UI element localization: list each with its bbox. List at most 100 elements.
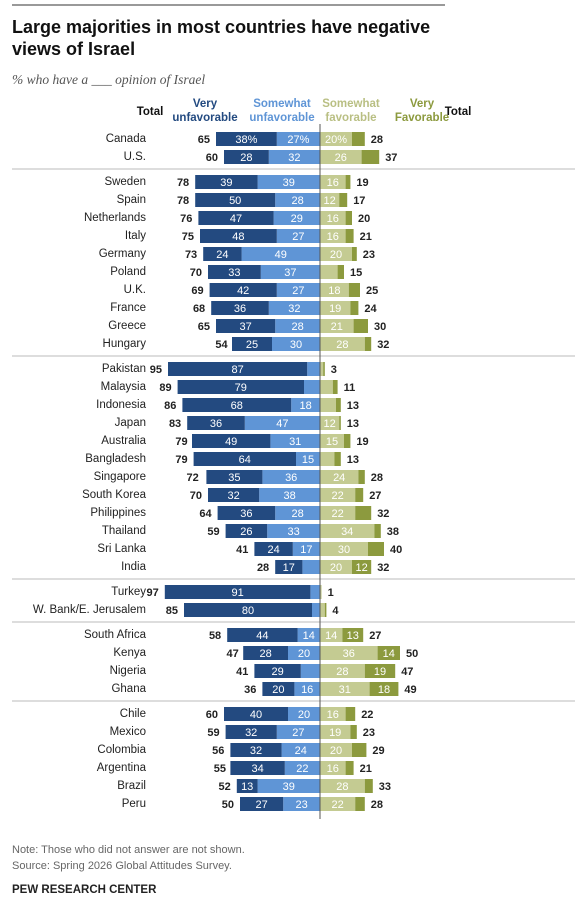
total-unfavorable: 73 xyxy=(185,249,197,261)
data-label: 26 xyxy=(335,152,347,164)
bar-segment xyxy=(262,682,295,696)
total-favorable: 33 xyxy=(379,781,391,793)
data-label: 20 xyxy=(298,709,310,721)
category-label: Australia xyxy=(101,435,146,447)
total-unfavorable: 69 xyxy=(191,285,203,297)
bar-segment xyxy=(320,707,346,721)
data-label: 19 xyxy=(329,303,341,315)
category-label: Peru xyxy=(122,798,146,810)
total-unfavorable: 86 xyxy=(164,400,176,412)
total-favorable: 29 xyxy=(372,745,384,757)
total-unfavorable: 36 xyxy=(244,684,256,696)
bar-segment xyxy=(344,434,351,448)
bar-segment xyxy=(364,337,372,351)
data-label: 27 xyxy=(292,231,304,243)
bar-segment xyxy=(288,707,320,721)
data-label: 24 xyxy=(295,745,307,757)
category-label: South Korea xyxy=(82,489,147,501)
category-label: Thailand xyxy=(102,525,146,537)
total-unfavorable: 56 xyxy=(212,745,224,757)
category-label: Sri Lanka xyxy=(97,543,146,555)
data-label: 17 xyxy=(300,544,312,556)
data-label: 22 xyxy=(296,763,308,775)
data-label: 22 xyxy=(331,799,343,811)
data-label: 20 xyxy=(330,249,342,261)
bar-segment xyxy=(276,132,320,146)
category-label: Canada xyxy=(106,133,147,145)
total-favorable: 23 xyxy=(363,727,375,739)
total-favorable: 27 xyxy=(369,630,381,642)
category-label: Bangladesh xyxy=(85,453,146,465)
data-label: 47 xyxy=(230,213,242,225)
total-unfavorable: 41 xyxy=(236,544,248,556)
bar-segment xyxy=(259,488,320,502)
bar-segment xyxy=(320,337,365,351)
total-favorable: 13 xyxy=(347,418,359,430)
data-label: 31 xyxy=(339,684,351,696)
total-favorable: 21 xyxy=(360,763,372,775)
credit: PEW RESEARCH CENTER xyxy=(12,884,157,896)
category-label: Chile xyxy=(120,708,146,720)
data-label: 18 xyxy=(299,400,311,412)
category-label: U.S. xyxy=(124,151,146,163)
bar-segment xyxy=(336,398,341,412)
total-favorable: 20 xyxy=(358,213,370,225)
bar-segment xyxy=(339,416,341,430)
data-label: 27% xyxy=(287,134,309,146)
data-label: 16 xyxy=(327,213,339,225)
bar-segment xyxy=(320,542,368,556)
data-label: 22 xyxy=(331,490,343,502)
data-label: 35 xyxy=(228,472,240,484)
data-label: 42 xyxy=(237,285,249,297)
data-label: 32 xyxy=(250,745,262,757)
bar-segment xyxy=(296,452,320,466)
data-label: 34 xyxy=(341,526,353,538)
bar-segment xyxy=(348,283,360,297)
bar-segment xyxy=(297,628,320,642)
category-label: Italy xyxy=(125,230,146,242)
data-label: 16 xyxy=(327,709,339,721)
bar-segment xyxy=(227,628,298,642)
total-unfavorable: 65 xyxy=(198,321,210,333)
data-label: 87 xyxy=(231,364,243,376)
data-label: 22 xyxy=(331,508,343,520)
bar-segment xyxy=(364,664,396,678)
bar-segment xyxy=(353,319,368,333)
bar-segment xyxy=(270,434,320,448)
legend-entry: Very Favorable xyxy=(394,98,450,124)
data-label: 20 xyxy=(330,562,342,574)
bar-segment xyxy=(339,193,348,207)
category-label: Ghana xyxy=(111,683,146,695)
total-unfavorable: 50 xyxy=(222,799,234,811)
bar-segment xyxy=(352,560,372,574)
bar-segment xyxy=(320,524,375,538)
category-label: W. Bank/E. Jerusalem xyxy=(33,604,146,616)
bar-segment xyxy=(320,743,352,757)
legend-entry: Very unfavorable xyxy=(172,98,238,124)
data-label: 50 xyxy=(229,195,241,207)
bar-segment xyxy=(236,779,258,793)
data-label: 39 xyxy=(220,177,232,189)
data-label: 38% xyxy=(235,134,257,146)
data-label: 30 xyxy=(338,544,350,556)
data-label: 49 xyxy=(275,249,287,261)
bar-segment xyxy=(300,664,320,678)
bar-segment xyxy=(273,211,320,225)
bar-segment xyxy=(320,265,338,279)
data-label: 28 xyxy=(336,666,348,678)
bar-segment xyxy=(187,416,245,430)
data-label: 36 xyxy=(343,648,355,660)
data-label: 32 xyxy=(288,303,300,315)
total-unfavorable: 78 xyxy=(177,195,189,207)
bar-segment xyxy=(320,452,335,466)
total-favorable: 32 xyxy=(377,508,389,520)
data-label: 44 xyxy=(256,630,268,642)
data-label: 36 xyxy=(285,472,297,484)
total-favorable: 15 xyxy=(350,267,362,279)
total-favorable: 21 xyxy=(360,231,372,243)
category-label: Germany xyxy=(99,248,147,260)
data-label: 21 xyxy=(331,321,343,333)
bar-segment xyxy=(206,470,263,484)
data-label: 19 xyxy=(329,727,341,739)
